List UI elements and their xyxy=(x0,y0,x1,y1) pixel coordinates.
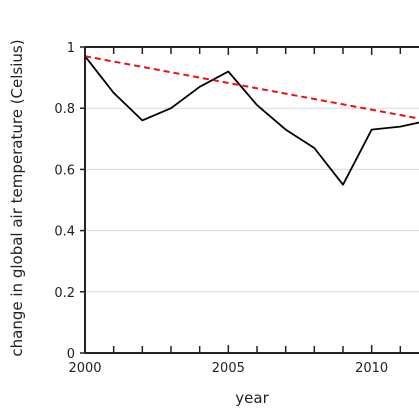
x-axis-title: year xyxy=(235,389,269,407)
y-tick-label: 0 xyxy=(67,347,75,362)
x-tick-label: 2000 xyxy=(68,361,101,376)
tick-marks xyxy=(80,46,402,354)
x-tick-label: 2010 xyxy=(355,361,388,376)
trend-line xyxy=(84,55,419,120)
axes xyxy=(84,46,419,354)
y-tick-label: 0.4 xyxy=(54,225,75,240)
tick-labels: 2000 2005 2010 0 0.2 0.4 0.6 0.8 1 xyxy=(54,41,388,376)
temperature-series-line xyxy=(84,55,419,186)
x-tick-label: 2005 xyxy=(212,361,245,376)
y-tick-label: 0.6 xyxy=(54,163,75,178)
y-tick-label: 0.8 xyxy=(54,102,75,117)
y-tick-label: 0.2 xyxy=(54,286,75,301)
y-tick-label: 1 xyxy=(67,41,75,56)
series-layer xyxy=(84,55,419,186)
y-axis-title: change in global air temperature (Celsiu… xyxy=(8,39,26,356)
